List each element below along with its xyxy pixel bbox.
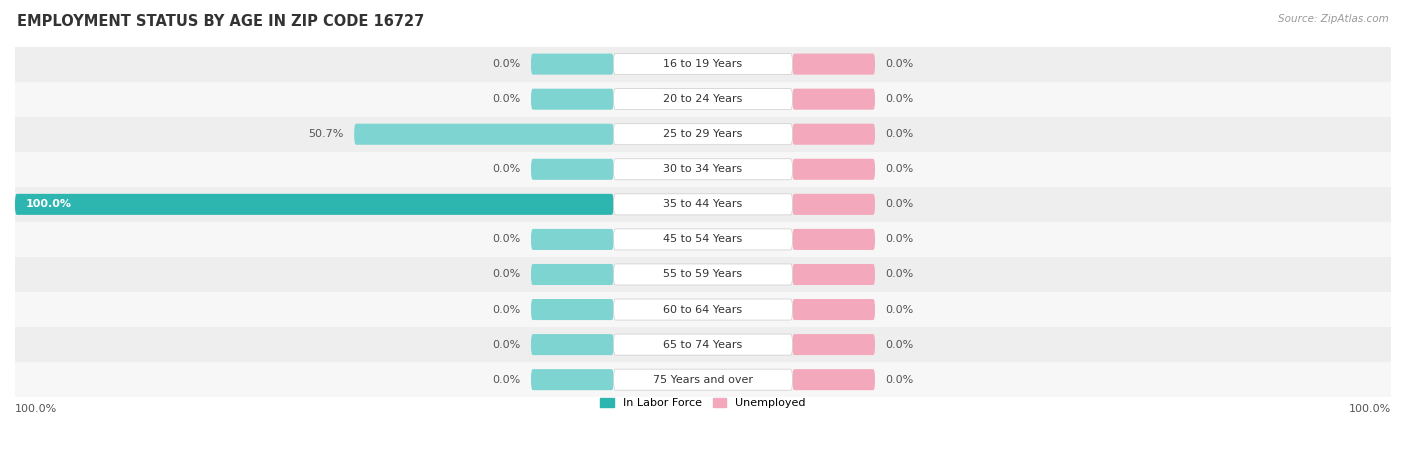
Text: 0.0%: 0.0% [886, 235, 914, 244]
Text: 100.0%: 100.0% [25, 199, 72, 209]
Bar [15, 117, 1391, 152]
Text: 0.0%: 0.0% [492, 304, 520, 314]
FancyBboxPatch shape [793, 334, 875, 355]
FancyBboxPatch shape [613, 334, 793, 355]
Text: Source: ZipAtlas.com: Source: ZipAtlas.com [1278, 14, 1389, 23]
FancyBboxPatch shape [613, 369, 793, 390]
FancyBboxPatch shape [613, 89, 793, 110]
Text: 60 to 64 Years: 60 to 64 Years [664, 304, 742, 314]
FancyBboxPatch shape [793, 264, 875, 285]
FancyBboxPatch shape [531, 369, 613, 390]
Text: EMPLOYMENT STATUS BY AGE IN ZIP CODE 16727: EMPLOYMENT STATUS BY AGE IN ZIP CODE 167… [17, 14, 425, 28]
Text: 0.0%: 0.0% [886, 340, 914, 350]
FancyBboxPatch shape [793, 89, 875, 110]
Text: 0.0%: 0.0% [492, 270, 520, 280]
Text: 0.0%: 0.0% [886, 164, 914, 174]
Text: 30 to 34 Years: 30 to 34 Years [664, 164, 742, 174]
Bar [15, 292, 1391, 327]
FancyBboxPatch shape [793, 229, 875, 250]
Text: 0.0%: 0.0% [886, 375, 914, 385]
FancyBboxPatch shape [531, 89, 613, 110]
FancyBboxPatch shape [531, 54, 613, 74]
Text: 0.0%: 0.0% [492, 94, 520, 104]
FancyBboxPatch shape [613, 124, 793, 145]
FancyBboxPatch shape [613, 264, 793, 285]
FancyBboxPatch shape [613, 194, 793, 215]
FancyBboxPatch shape [613, 54, 793, 74]
FancyBboxPatch shape [531, 159, 613, 180]
Text: 0.0%: 0.0% [886, 129, 914, 139]
Bar [15, 222, 1391, 257]
Text: 55 to 59 Years: 55 to 59 Years [664, 270, 742, 280]
Text: 50.7%: 50.7% [308, 129, 344, 139]
Bar [15, 257, 1391, 292]
Bar [15, 187, 1391, 222]
Text: 100.0%: 100.0% [1348, 404, 1391, 414]
Text: 0.0%: 0.0% [886, 304, 914, 314]
FancyBboxPatch shape [531, 264, 613, 285]
Legend: In Labor Force, Unemployed: In Labor Force, Unemployed [596, 393, 810, 413]
Text: 0.0%: 0.0% [492, 375, 520, 385]
FancyBboxPatch shape [793, 299, 875, 320]
FancyBboxPatch shape [531, 229, 613, 250]
FancyBboxPatch shape [354, 124, 613, 145]
Text: 65 to 74 Years: 65 to 74 Years [664, 340, 742, 350]
Text: 100.0%: 100.0% [15, 404, 58, 414]
Text: 25 to 29 Years: 25 to 29 Years [664, 129, 742, 139]
FancyBboxPatch shape [793, 159, 875, 180]
FancyBboxPatch shape [613, 299, 793, 320]
Bar [15, 362, 1391, 397]
Text: 20 to 24 Years: 20 to 24 Years [664, 94, 742, 104]
Text: 35 to 44 Years: 35 to 44 Years [664, 199, 742, 209]
FancyBboxPatch shape [531, 334, 613, 355]
FancyBboxPatch shape [531, 299, 613, 320]
FancyBboxPatch shape [15, 194, 613, 215]
FancyBboxPatch shape [793, 194, 875, 215]
FancyBboxPatch shape [613, 159, 793, 180]
Text: 16 to 19 Years: 16 to 19 Years [664, 59, 742, 69]
Text: 0.0%: 0.0% [886, 270, 914, 280]
Text: 75 Years and over: 75 Years and over [652, 375, 754, 385]
Bar [15, 327, 1391, 362]
FancyBboxPatch shape [793, 124, 875, 145]
Text: 0.0%: 0.0% [492, 235, 520, 244]
FancyBboxPatch shape [793, 54, 875, 74]
Text: 0.0%: 0.0% [492, 164, 520, 174]
FancyBboxPatch shape [613, 229, 793, 250]
Bar [15, 152, 1391, 187]
Text: 0.0%: 0.0% [886, 59, 914, 69]
Bar [15, 82, 1391, 117]
FancyBboxPatch shape [793, 369, 875, 390]
Text: 0.0%: 0.0% [886, 94, 914, 104]
Text: 0.0%: 0.0% [492, 340, 520, 350]
Text: 0.0%: 0.0% [886, 199, 914, 209]
Text: 45 to 54 Years: 45 to 54 Years [664, 235, 742, 244]
Bar [15, 46, 1391, 82]
Text: 0.0%: 0.0% [492, 59, 520, 69]
